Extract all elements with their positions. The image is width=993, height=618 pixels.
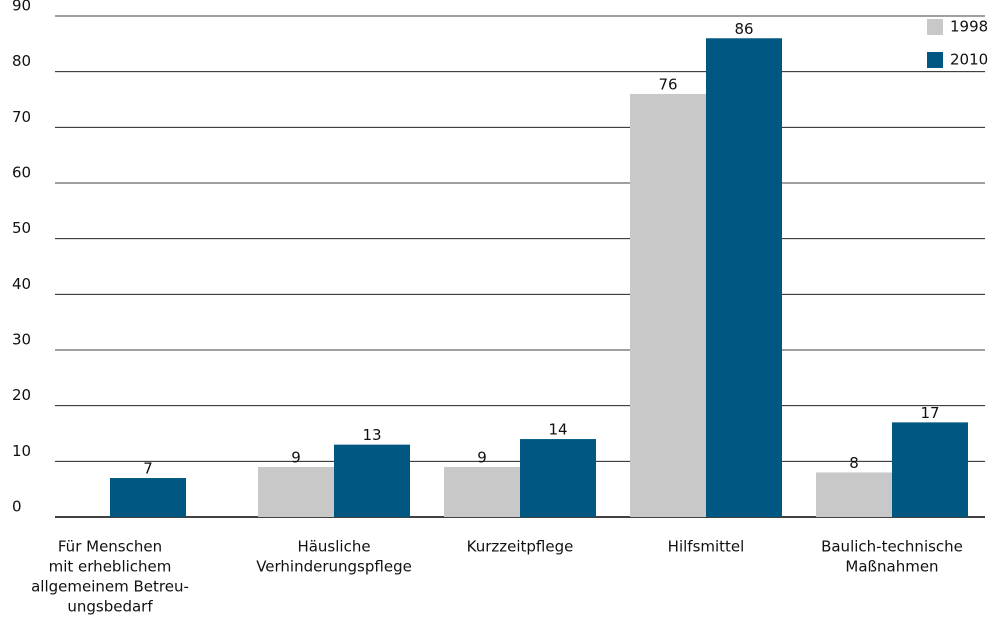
y-tick-label: 60 — [12, 164, 31, 182]
y-tick-label: 90 — [12, 0, 31, 15]
value-label: 7 — [143, 460, 153, 478]
y-tick-label: 30 — [12, 331, 31, 349]
x-tick-label: Baulich-technische — [821, 538, 963, 556]
legend-label: 1998 — [950, 18, 988, 36]
bar — [892, 422, 968, 517]
x-tick-label: Kurzzeitpflege — [467, 538, 574, 556]
x-tick-label: mit erheblichem — [49, 558, 172, 576]
y-tick-label: 70 — [12, 108, 31, 126]
bar — [706, 38, 782, 518]
x-tick-label: allgemeinem Betreu- — [31, 578, 189, 596]
bar — [630, 93, 706, 517]
legend-label: 2010 — [950, 51, 988, 69]
x-tick-label: Häusliche — [297, 538, 370, 556]
x-tick-label: Für Menschen — [58, 538, 162, 556]
value-label: 86 — [734, 20, 753, 38]
y-tick-label: 10 — [12, 442, 31, 460]
value-label: 8 — [849, 454, 859, 472]
value-label: 14 — [548, 421, 567, 439]
legend-swatch — [927, 52, 943, 68]
y-tick-label: 50 — [12, 219, 31, 237]
value-label: 13 — [362, 426, 381, 444]
bar — [444, 466, 520, 517]
legend-swatch — [927, 19, 943, 35]
bar — [334, 444, 410, 517]
y-tick-label: 80 — [12, 52, 31, 70]
value-label: 9 — [477, 448, 487, 466]
value-label: 17 — [920, 404, 939, 422]
y-tick-label: 20 — [12, 386, 31, 404]
bar — [110, 478, 186, 517]
y-tick-label: 0 — [12, 498, 22, 516]
x-tick-label: ungsbedarf — [67, 598, 153, 616]
value-label: 76 — [658, 75, 677, 93]
x-tick-label: Hilfsmittel — [668, 538, 745, 556]
y-tick-label: 40 — [12, 275, 31, 293]
value-label: 9 — [291, 448, 301, 466]
bar — [520, 439, 596, 517]
bar — [816, 472, 892, 517]
x-tick-label: Maßnahmen — [845, 558, 938, 576]
bar — [258, 466, 334, 517]
x-tick-label: Verhinderungspflege — [256, 558, 412, 576]
